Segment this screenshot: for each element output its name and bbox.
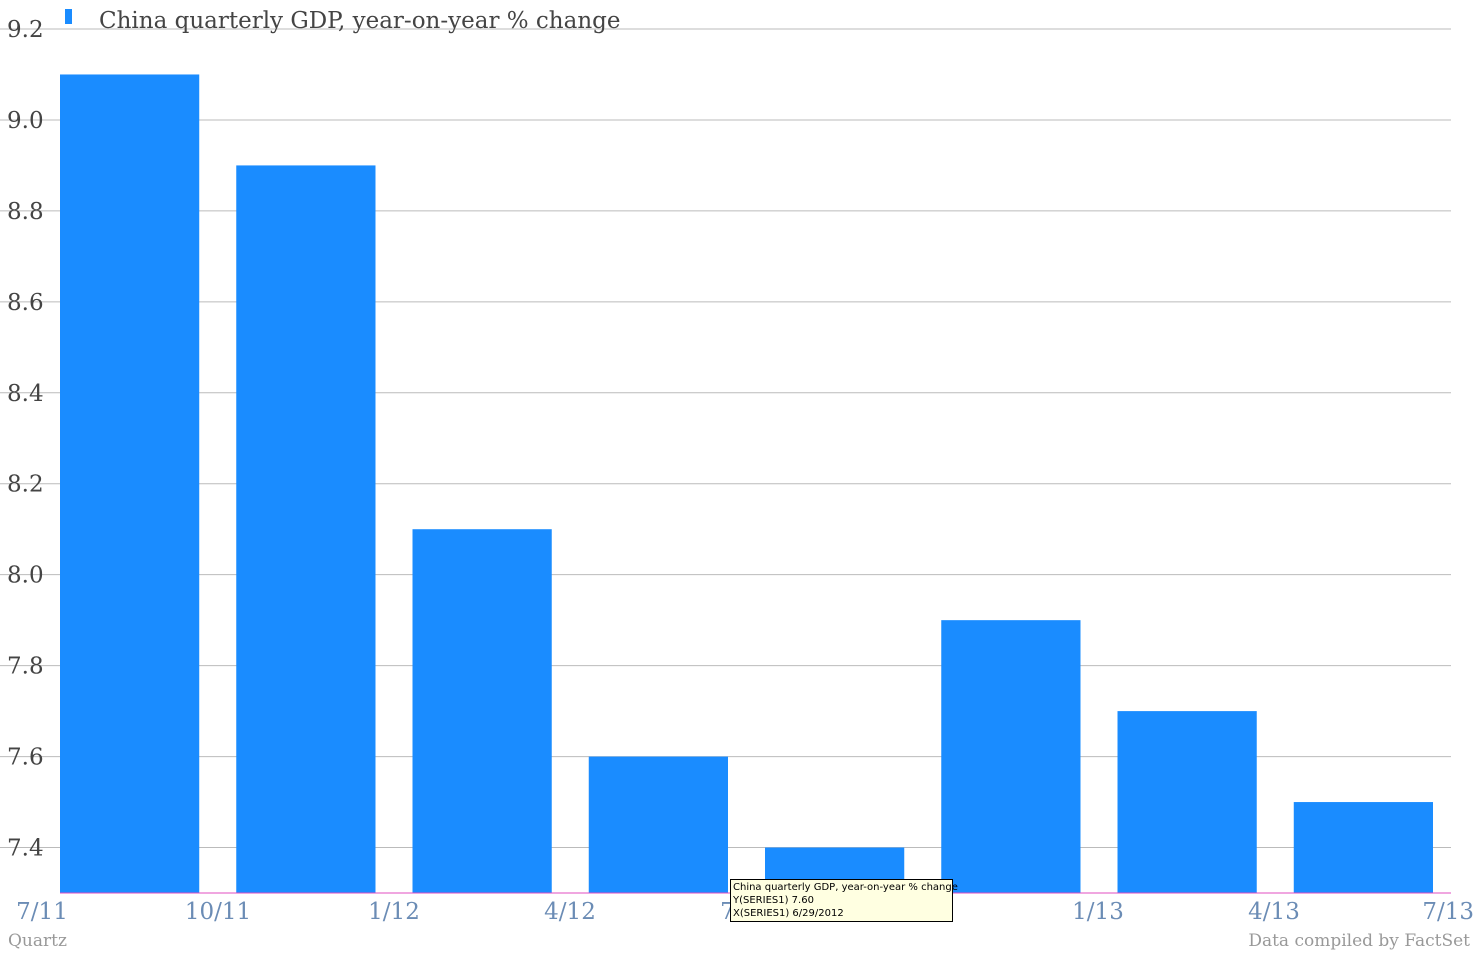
y-tick-label: 8.8 [7,199,44,225]
y-tick-label: 8.2 [7,472,44,498]
y-axis-ticks: 7.4 7.6 7.8 8.0 8.2 8.4 8.6 8.8 9.0 9.2 [7,17,44,862]
y-tick-label: 7.8 [7,654,44,680]
tooltip-y-value: Y(SERIES1) 7.60 [733,895,814,906]
y-tick-label: 7.4 [7,836,44,862]
y-tick-label: 8.0 [7,563,44,589]
x-tick-label: 7/13 [1422,899,1474,925]
publisher-credit: Quartz [8,931,67,951]
y-tick-label: 8.4 [7,381,44,407]
bar[interactable] [941,620,1081,893]
tooltip-x-value: X(SERIES1) 6/29/2012 [733,908,844,919]
y-tick-label: 8.6 [7,290,44,316]
source-note: Data compiled by FactSet [1248,931,1470,951]
x-tick-label: 4/12 [544,899,596,925]
x-tick-label: 1/12 [368,899,420,925]
bar[interactable] [1293,802,1433,893]
y-tick-label: 9.0 [7,108,44,134]
bar[interactable] [236,165,376,894]
x-tick-label: 1/13 [1072,899,1124,925]
x-tick-label: 10/11 [185,899,251,925]
tooltip-title: China quarterly GDP, year-on-year % chan… [733,882,958,893]
hover-tooltip: China quarterly GDP, year-on-year % chan… [730,879,958,922]
bar[interactable] [1117,711,1257,893]
y-tick-label: 7.6 [7,745,44,771]
legend-swatch [65,9,72,24]
bar[interactable] [412,529,552,893]
legend-label: China quarterly GDP, year-on-year % chan… [99,8,620,34]
bar[interactable] [588,756,728,893]
y-tick-label: 9.2 [7,17,44,43]
x-tick-label: 4/13 [1248,899,1300,925]
x-tick-label: 7/11 [16,899,68,925]
legend: China quarterly GDP, year-on-year % chan… [65,8,620,34]
bar[interactable] [60,74,200,893]
